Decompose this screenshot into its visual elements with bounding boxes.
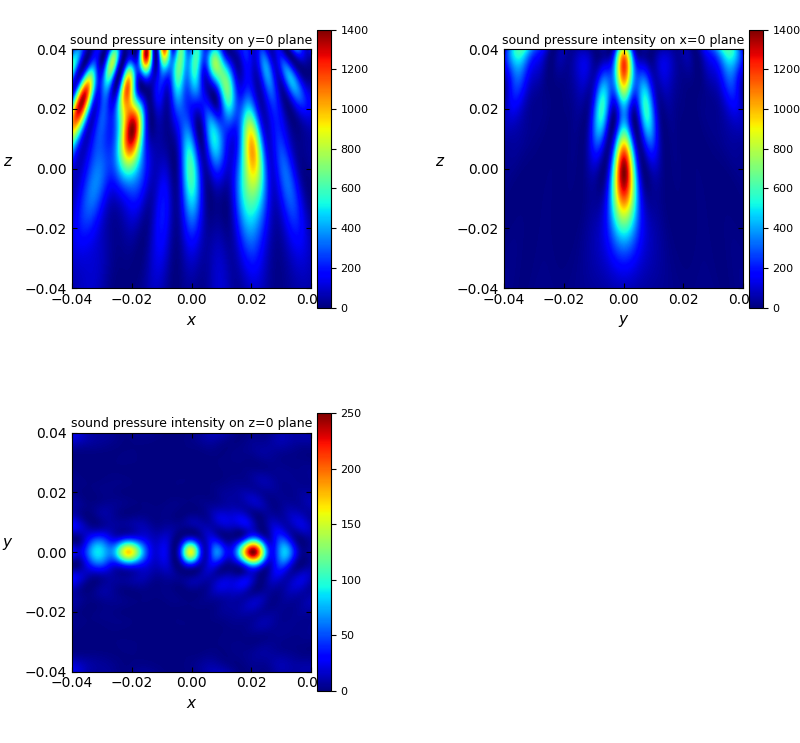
Y-axis label: $y$: $y$ <box>2 536 14 552</box>
X-axis label: $x$: $x$ <box>186 313 198 328</box>
Y-axis label: $z$: $z$ <box>435 154 446 169</box>
X-axis label: $y$: $y$ <box>618 313 630 328</box>
Title: sound pressure intensity on y=0 plane: sound pressure intensity on y=0 plane <box>70 33 313 47</box>
Y-axis label: $z$: $z$ <box>3 154 14 169</box>
Title: sound pressure intensity on z=0 plane: sound pressure intensity on z=0 plane <box>71 417 312 430</box>
Title: sound pressure intensity on x=0 plane: sound pressure intensity on x=0 plane <box>502 33 745 47</box>
X-axis label: $x$: $x$ <box>186 696 198 711</box>
